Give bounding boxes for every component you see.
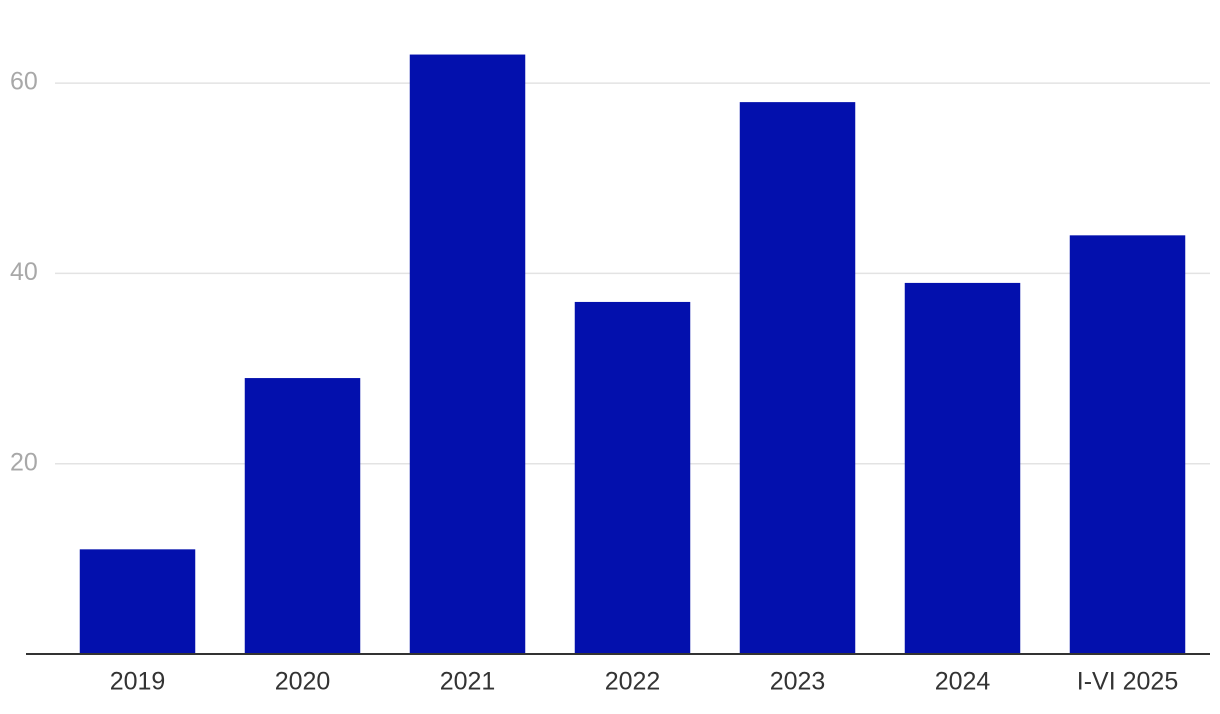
bar	[79, 549, 196, 654]
x-tick-label: 2021	[440, 668, 496, 696]
x-tick-label: 2019	[110, 668, 166, 696]
y-tick-label: 40	[10, 258, 38, 286]
bar	[1069, 235, 1186, 655]
x-tick-label: 2022	[605, 668, 661, 696]
x-tick-label: 2024	[935, 668, 991, 696]
x-tick-label: 2023	[770, 668, 826, 696]
bar	[409, 54, 526, 654]
bar	[574, 301, 691, 654]
y-tick-label: 60	[10, 68, 38, 96]
bar	[244, 378, 361, 654]
x-tick-label: I-VI 2025	[1077, 668, 1178, 696]
x-tick-label: 2020	[275, 668, 331, 696]
y-tick-label: 20	[10, 448, 38, 476]
bar	[904, 282, 1021, 654]
bar	[739, 102, 856, 654]
